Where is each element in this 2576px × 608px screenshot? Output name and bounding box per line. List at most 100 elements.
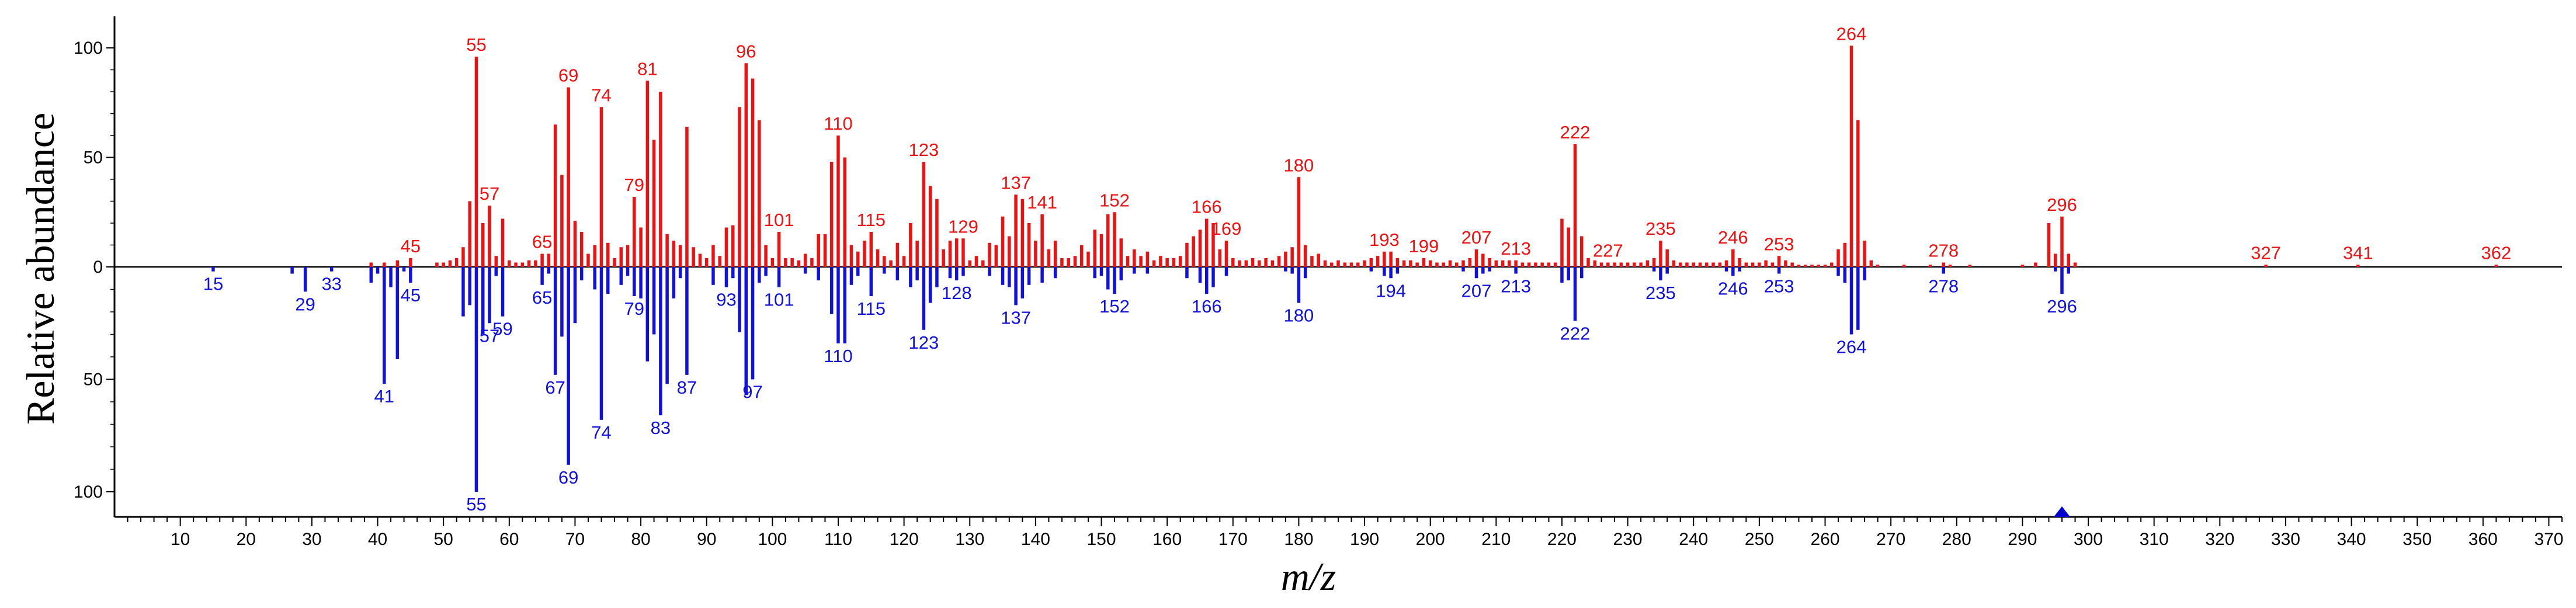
bar-down-mz-45 bbox=[409, 267, 412, 283]
y-tick-label: 100 bbox=[74, 482, 103, 502]
peak-label-down-79: 79 bbox=[624, 298, 644, 319]
x-tick-label: 30 bbox=[302, 530, 321, 549]
bar-down-mz-109 bbox=[829, 267, 834, 314]
bar-up-mz-221 bbox=[1567, 227, 1570, 267]
bar-up-mz-188 bbox=[1349, 262, 1353, 267]
x-tick-label: 330 bbox=[2271, 530, 2300, 549]
peak-label-up-123: 123 bbox=[909, 140, 939, 160]
bar-up-mz-219 bbox=[1553, 262, 1557, 267]
bar-up-mz-254 bbox=[1784, 260, 1787, 267]
bar-up-mz-249 bbox=[1751, 262, 1755, 267]
peak-label-down-33: 33 bbox=[321, 274, 341, 294]
bar-up-mz-152 bbox=[1113, 212, 1116, 267]
bar-up-mz-181 bbox=[1303, 245, 1307, 267]
x-tick-label: 320 bbox=[2205, 530, 2234, 549]
bar-down-mz-66 bbox=[547, 267, 551, 274]
bar-down-mz-67 bbox=[553, 267, 557, 375]
bar-down-mz-195 bbox=[1395, 267, 1400, 274]
bar-up-mz-160 bbox=[1165, 258, 1169, 267]
bar-up-mz-238 bbox=[1678, 262, 1682, 267]
bar-down-mz-99 bbox=[764, 267, 768, 276]
bar-up-mz-184 bbox=[1323, 260, 1327, 267]
bar-down-mz-165 bbox=[1198, 267, 1202, 283]
peak-label-up-207: 207 bbox=[1461, 227, 1492, 248]
bar-down-mz-107 bbox=[817, 267, 820, 281]
peak-label-up-101: 101 bbox=[764, 210, 794, 230]
bar-up-mz-137 bbox=[1014, 194, 1018, 267]
bar-up-mz-140 bbox=[1034, 241, 1037, 267]
bar-up-mz-216 bbox=[1534, 262, 1537, 267]
x-tick-label: 110 bbox=[824, 530, 852, 549]
bar-up-mz-66 bbox=[547, 253, 551, 267]
bar-up-mz-39 bbox=[369, 262, 373, 267]
peak-label-down-246: 246 bbox=[1718, 278, 1748, 298]
bar-up-mz-144 bbox=[1060, 258, 1064, 267]
bar-down-mz-80 bbox=[639, 267, 643, 298]
bar-up-mz-155 bbox=[1133, 249, 1136, 267]
peak-label-down-123: 123 bbox=[909, 332, 939, 353]
bar-down-mz-42 bbox=[389, 267, 393, 287]
bar-up-mz-99 bbox=[764, 245, 768, 267]
bar-down-mz-119 bbox=[895, 267, 900, 281]
bar-up-mz-182 bbox=[1310, 256, 1314, 267]
bar-up-mz-212 bbox=[1508, 260, 1511, 267]
peak-label-up-96: 96 bbox=[736, 41, 756, 61]
bar-down-mz-193 bbox=[1383, 267, 1386, 276]
peak-label-down-296: 296 bbox=[2047, 296, 2077, 317]
bar-down-mz-295 bbox=[2053, 267, 2057, 272]
bar-up-mz-187 bbox=[1343, 262, 1347, 267]
bar-up-mz-158 bbox=[1152, 260, 1156, 267]
bar-up-mz-193 bbox=[1383, 251, 1386, 267]
bar-up-mz-165 bbox=[1198, 230, 1202, 267]
bar-up-mz-83 bbox=[659, 92, 662, 267]
bar-down-mz-85 bbox=[672, 267, 676, 298]
bar-up-mz-111 bbox=[843, 157, 846, 267]
bar-down-mz-71 bbox=[579, 267, 584, 281]
bar-up-mz-341 bbox=[2356, 265, 2360, 267]
bar-up-mz-196 bbox=[1402, 260, 1406, 267]
bar-up-mz-186 bbox=[1336, 260, 1340, 267]
bar-up-mz-134 bbox=[994, 245, 998, 267]
bar-down-mz-98 bbox=[758, 267, 761, 283]
peak-label-down-207: 207 bbox=[1461, 280, 1492, 301]
bar-up-mz-264 bbox=[1849, 46, 1853, 267]
peak-label-up-278: 278 bbox=[1928, 241, 1959, 261]
bar-up-mz-164 bbox=[1192, 236, 1195, 267]
bar-up-mz-104 bbox=[797, 260, 801, 267]
peak-label-down-253: 253 bbox=[1764, 276, 1794, 297]
bar-up-mz-250 bbox=[1758, 262, 1761, 267]
bar-down-mz-153 bbox=[1119, 267, 1123, 281]
bar-up-mz-259 bbox=[1817, 265, 1820, 267]
bar-up-mz-242 bbox=[1705, 262, 1709, 267]
peak-label-down-87: 87 bbox=[677, 377, 697, 398]
x-tick-label: 190 bbox=[1350, 530, 1379, 549]
bar-up-mz-77 bbox=[619, 247, 623, 267]
bar-down-mz-194 bbox=[1389, 267, 1393, 279]
bar-up-mz-171 bbox=[1238, 260, 1241, 267]
x-tick-label: 40 bbox=[368, 530, 387, 549]
bar-up-mz-146 bbox=[1073, 256, 1077, 267]
x-tick-label: 260 bbox=[1810, 530, 1839, 549]
bar-down-mz-86 bbox=[678, 267, 682, 279]
bar-up-mz-194 bbox=[1389, 251, 1393, 267]
bar-down-mz-253 bbox=[1777, 267, 1781, 274]
bar-up-mz-112 bbox=[849, 245, 853, 267]
bar-down-mz-151 bbox=[1106, 267, 1110, 290]
bar-down-mz-167 bbox=[1211, 267, 1215, 287]
bar-up-mz-78 bbox=[626, 245, 630, 267]
peak-label-down-110: 110 bbox=[824, 346, 852, 366]
bar-up-mz-145 bbox=[1067, 258, 1070, 267]
bar-up-mz-90 bbox=[704, 258, 709, 267]
bar-up-mz-262 bbox=[1836, 249, 1840, 267]
bar-up-mz-177 bbox=[1277, 256, 1281, 267]
bar-down-mz-149 bbox=[1093, 267, 1097, 279]
x-tick-label: 350 bbox=[2403, 530, 2432, 549]
peak-label-down-137: 137 bbox=[1001, 307, 1031, 328]
bar-up-mz-222 bbox=[1573, 144, 1577, 267]
bar-up-mz-94 bbox=[731, 225, 735, 267]
bar-up-mz-174 bbox=[1258, 260, 1261, 267]
bar-down-mz-128 bbox=[954, 267, 959, 281]
peak-label-down-65: 65 bbox=[532, 287, 552, 308]
bar-up-mz-151 bbox=[1106, 214, 1110, 267]
bar-down-mz-141 bbox=[1040, 267, 1044, 283]
